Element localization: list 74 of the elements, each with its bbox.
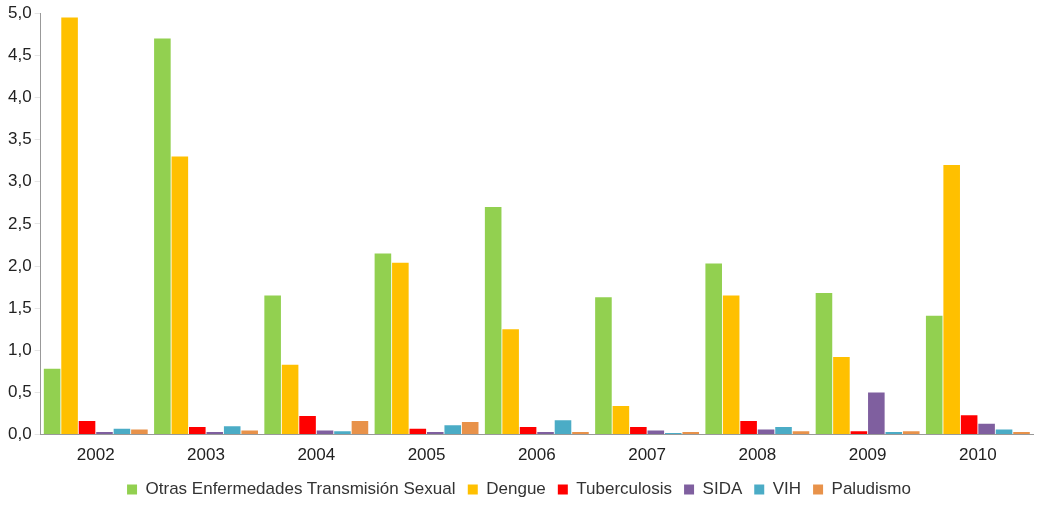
legend-label: Dengue [486,479,546,499]
bar [925,315,943,435]
bar [299,416,316,435]
bar [374,253,392,435]
bar [502,329,519,435]
bar [682,432,700,435]
legend-label: Tuberculosis [576,479,673,499]
bar [78,421,96,435]
x-tick-label: 2007 [628,445,666,465]
bar [868,392,885,435]
bar [351,421,369,435]
legend-label: SIDA [702,479,743,499]
y-tick-label: 4,0 [7,87,32,107]
bar [171,156,189,435]
bar [554,420,572,435]
y-tick-label: 0,5 [7,382,32,402]
bar [241,430,258,435]
x-tick-label: 2003 [187,445,225,465]
bar [61,17,78,435]
bar [705,263,722,435]
x-tick-label: 2004 [297,445,336,465]
bar [647,430,665,435]
y-tick-label: 0,0 [7,424,32,444]
bar [885,432,903,435]
y-tick-label: 1,5 [7,297,32,317]
bar [392,262,409,435]
bar [902,431,920,435]
bar [223,426,241,435]
y-tick-label: 3,5 [7,129,32,149]
bar [943,164,960,435]
y-tick-label: 5,0 [7,2,32,22]
x-tick-label: 2002 [76,445,115,465]
bar [833,357,850,435]
bar [43,368,61,435]
bar [96,432,113,435]
y-tick-label: 1,0 [7,340,32,360]
bar [316,430,334,435]
bar [281,364,299,435]
bar [630,427,647,435]
y-tick-label: 2,5 [7,213,32,233]
bar [154,38,171,435]
legend-label: Otras Enfermedades Transmisión Sexual [145,479,456,499]
bar [850,431,868,435]
bar [1013,432,1030,435]
legend-label: VIH [772,479,802,499]
bar [572,432,589,435]
bar [334,431,351,435]
bar [815,293,833,435]
x-tick-label: 2008 [738,445,777,465]
bar [792,431,810,435]
bar [484,207,502,435]
x-tick-label: 2006 [517,445,556,465]
bar [444,425,462,435]
bar [960,415,978,435]
bar [519,427,537,435]
x-tick-label: 2005 [407,445,446,465]
bar [978,423,995,435]
bar [264,295,281,435]
legend-label: Paludismo [831,479,911,499]
bar [595,297,612,435]
bar [537,432,554,435]
bar [612,405,630,435]
bar [206,432,224,435]
bar [426,432,444,435]
x-tick-label: 2010 [958,445,997,465]
y-tick-label: 3,0 [7,171,32,191]
bar [775,427,792,435]
bar [740,421,757,435]
bar [722,295,740,435]
bar [461,421,479,435]
y-tick-label: 2,0 [7,255,32,275]
bar [189,427,206,435]
x-tick-label: 2009 [848,445,887,465]
y-tick-label: 4,5 [7,45,32,65]
